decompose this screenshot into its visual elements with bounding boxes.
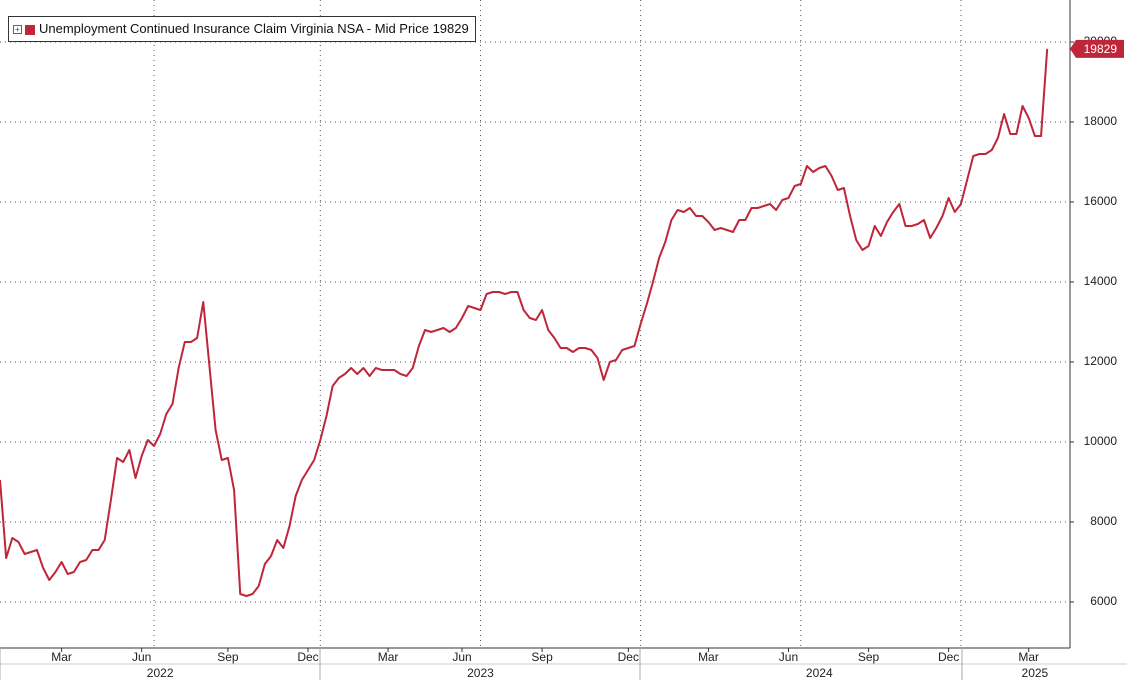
y-tick-label: 16000 (1084, 194, 1118, 208)
last-value-label: 19829 (1084, 42, 1118, 56)
x-tick-label: Dec (618, 650, 639, 664)
legend-swatch (25, 24, 35, 35)
x-tick-label: Dec (938, 650, 959, 664)
x-tick-label: Jun (779, 650, 798, 664)
y-tick-label: 18000 (1084, 114, 1118, 128)
x-tick-label: Dec (297, 650, 318, 664)
x-tick-label: Mar (51, 650, 72, 664)
y-tick-label: 12000 (1084, 354, 1118, 368)
series-line (0, 48, 1049, 597)
legend-last-value: 19829 (432, 21, 469, 36)
x-tick-label: Sep (858, 650, 880, 664)
x-tick-label: Jun (132, 650, 151, 664)
x-year-label: 2022 (147, 666, 174, 680)
x-year-label: 2025 (1022, 666, 1049, 680)
y-tick-label: 10000 (1084, 434, 1118, 448)
legend: + Unemployment Continued Insurance Claim … (8, 16, 476, 42)
x-tick-label: Jun (452, 650, 471, 664)
x-tick-label: Sep (531, 650, 553, 664)
x-year-label: 2024 (806, 666, 833, 680)
x-tick-label: Mar (698, 650, 719, 664)
x-tick-label: Mar (1018, 650, 1039, 664)
legend-label: Unemployment Continued Insurance Claim V… (39, 21, 429, 36)
x-tick-label: Mar (378, 650, 399, 664)
y-tick-label: 14000 (1084, 274, 1118, 288)
legend-toggle[interactable]: + (13, 25, 22, 35)
x-tick-label: Sep (217, 650, 239, 664)
y-tick-label: 8000 (1090, 514, 1117, 528)
x-year-label: 2023 (467, 666, 494, 680)
y-tick-label: 6000 (1090, 594, 1117, 608)
last-value-tag (1070, 39, 1124, 58)
